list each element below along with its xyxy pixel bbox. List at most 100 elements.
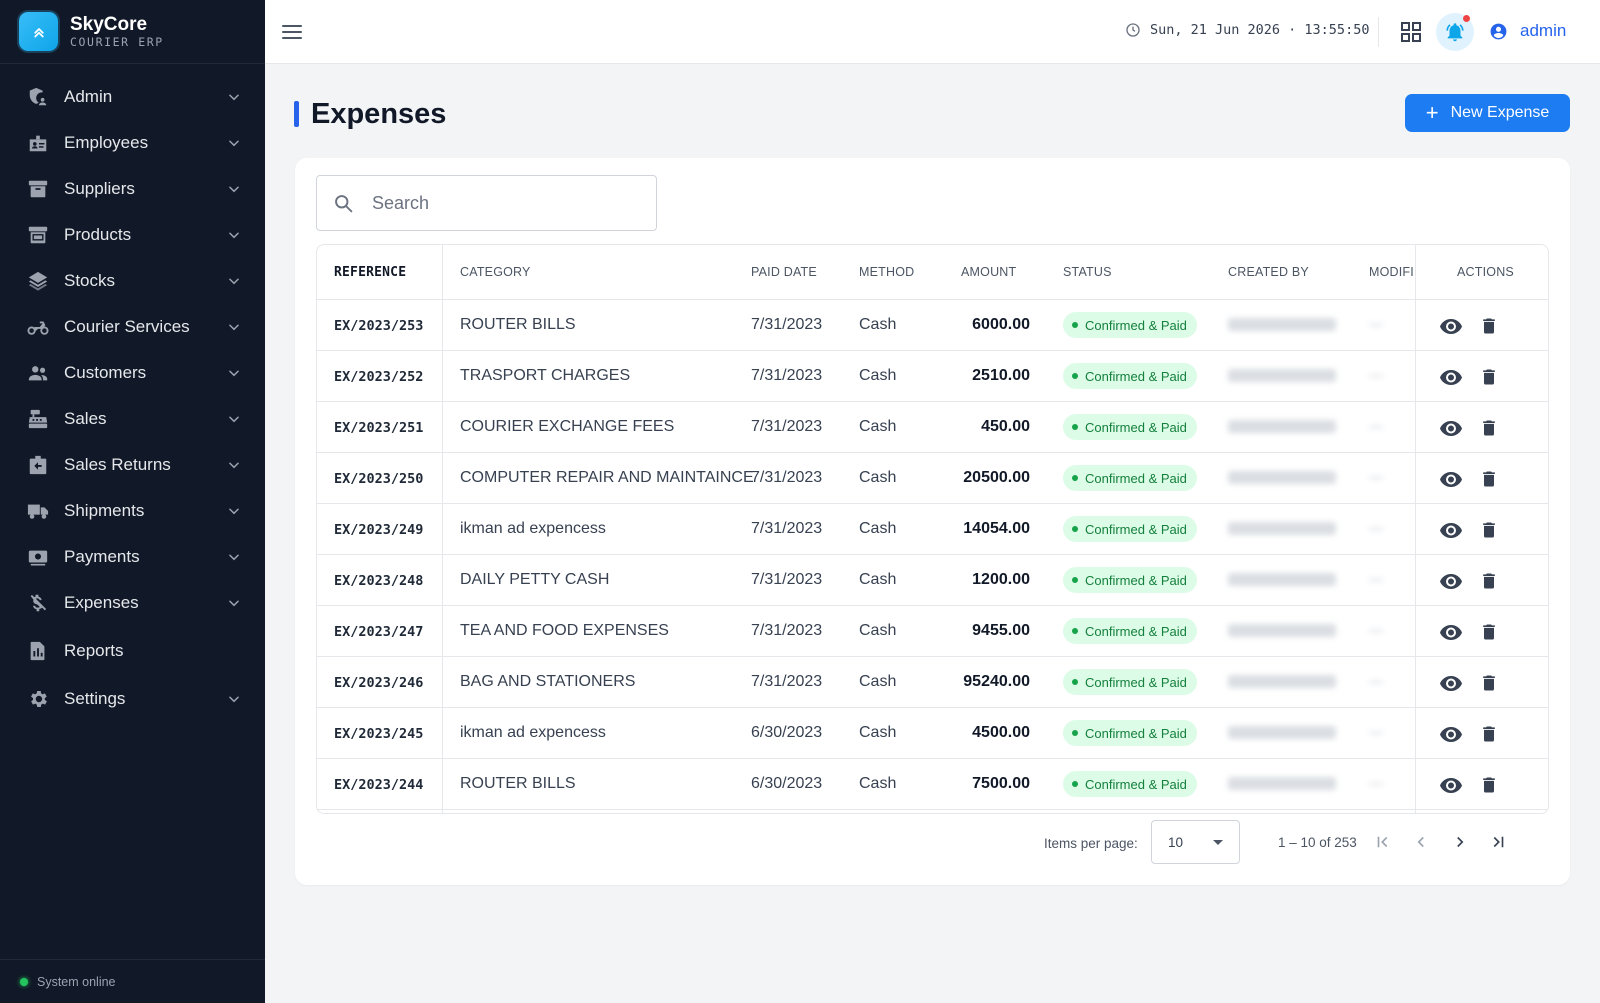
search-input[interactable] — [372, 192, 632, 214]
cell-amount: 7500.00 — [972, 775, 1030, 792]
chevron-down-icon[interactable] — [227, 458, 241, 472]
delete-button[interactable] — [1476, 568, 1502, 594]
sidebar-item-label: Courier Services — [64, 317, 190, 336]
delete-button[interactable] — [1476, 415, 1502, 441]
eye-icon — [1440, 472, 1462, 487]
delete-button[interactable] — [1476, 364, 1502, 390]
new-expense-button[interactable]: + New Expense — [1405, 94, 1570, 132]
sidebar-item-settings[interactable]: Settings — [0, 679, 265, 719]
chevron-down-icon[interactable] — [227, 366, 241, 380]
column-paid-date[interactable]: PAID DATE — [751, 265, 817, 279]
view-button[interactable] — [1438, 364, 1464, 390]
sidebar-item-admin[interactable]: Admin — [0, 77, 265, 117]
chevron-down-icon[interactable] — [227, 182, 241, 196]
sidebar-item-products[interactable]: Products — [0, 215, 265, 255]
column-status[interactable]: STATUS — [1063, 265, 1112, 279]
view-button[interactable] — [1438, 619, 1464, 645]
chevron-down-icon[interactable] — [227, 596, 241, 610]
first-page-button[interactable] — [1371, 830, 1395, 854]
delete-button[interactable] — [1476, 466, 1502, 492]
delete-button[interactable] — [1476, 313, 1502, 339]
items-per-page-select[interactable]: 10 — [1151, 820, 1240, 864]
delete-button[interactable] — [1476, 619, 1502, 645]
cell-paid-date: 7/31/2023 — [751, 418, 823, 435]
chevron-down-icon[interactable] — [227, 412, 241, 426]
chevron-down-icon[interactable] — [227, 274, 241, 288]
view-button[interactable] — [1438, 466, 1464, 492]
sidebar-item-label: Settings — [64, 689, 126, 708]
column-modified[interactable]: MODIFIE — [1369, 265, 1415, 279]
table-row[interactable]: EX/2023/253 ROUTER BILLS 7/31/2023 Cash 6000… — [317, 300, 1548, 351]
table-row[interactable]: EX/2023/246 BAG AND STATIONERS 7/31/2023 Ca… — [317, 657, 1548, 708]
sidebar-item-stocks[interactable]: Stocks — [0, 261, 265, 301]
view-button[interactable] — [1438, 517, 1464, 543]
sidebar-item-label: Sales — [64, 409, 107, 428]
table-row[interactable]: EX/2023/247 TEA AND FOOD EXPENSES 7/31/202… — [317, 606, 1548, 657]
money-off-icon — [30, 594, 47, 612]
last-page-button[interactable] — [1486, 830, 1510, 854]
sidebar-item-courier-services[interactable]: Courier Services — [0, 307, 265, 347]
user-menu-button[interactable]: admin — [1489, 21, 1566, 41]
notifications-button[interactable] — [1436, 13, 1474, 51]
page-title: Expenses — [294, 96, 446, 132]
column-reference[interactable]: REFERENCE — [334, 265, 407, 280]
cell-category: TRASPORT CHARGES — [460, 367, 631, 384]
view-button[interactable] — [1438, 568, 1464, 594]
paginator: Items per page: 10 1 – 10 of 253 — [295, 818, 1570, 868]
column-category[interactable]: CATEGORY — [460, 265, 531, 279]
delete-button[interactable] — [1476, 517, 1502, 543]
view-button[interactable] — [1438, 721, 1464, 747]
status-label: Confirmed & Paid — [1085, 470, 1187, 486]
table-row[interactable]: EX/2023/244 ROUTER BILLS 6/30/2023 Cash 7500… — [317, 759, 1548, 810]
sidebar-item-suppliers[interactable]: Suppliers — [0, 169, 265, 209]
search-box[interactable] — [316, 175, 657, 231]
status-badge: Confirmed & Paid — [1063, 414, 1197, 440]
sidebar-item-customers[interactable]: Customers — [0, 353, 265, 393]
view-button[interactable] — [1438, 415, 1464, 441]
sidebar-item-sales-returns[interactable]: Sales Returns — [0, 445, 265, 485]
table-row[interactable]: EX/2023/252 TRASPORT CHARGES 7/31/2023 Cash… — [317, 351, 1548, 402]
status-dot — [1072, 373, 1078, 379]
view-button[interactable] — [1438, 772, 1464, 798]
cell-amount: 14054.00 — [963, 520, 1030, 537]
brand: SkyCore COURIER ERP — [0, 0, 265, 64]
chevron-down-icon[interactable] — [227, 228, 241, 242]
view-button[interactable] — [1438, 670, 1464, 696]
return-icon — [29, 455, 47, 475]
table-row[interactable]: EX/2023/249 ikman ad expencess 7/31/2023 Ca… — [317, 504, 1548, 555]
chevron-down-icon[interactable] — [227, 90, 241, 104]
delete-button[interactable] — [1476, 670, 1502, 696]
table-row[interactable]: EX/2023/251 COURIER EXCHANGE FEES 7/31/202… — [317, 402, 1548, 453]
chevron-down-icon[interactable] — [227, 504, 241, 518]
redacted-created-by — [1228, 522, 1336, 535]
next-page-button[interactable] — [1448, 830, 1472, 854]
chevron-down-icon[interactable] — [227, 692, 241, 706]
chevron-down-icon[interactable] — [227, 320, 241, 334]
chevron-right-icon — [1457, 836, 1464, 848]
cell-method: Cash — [859, 622, 897, 639]
cell-paid-date: 7/31/2023 — [751, 571, 823, 588]
delete-button[interactable] — [1476, 772, 1502, 798]
sidebar-item-expenses[interactable]: Expenses — [0, 583, 265, 623]
previous-page-button[interactable] — [1409, 830, 1433, 854]
view-button[interactable] — [1438, 313, 1464, 339]
status-label: Confirmed & Paid — [1085, 776, 1187, 792]
table-row[interactable]: EX/2023/250 COMPUTER REPAIR AND MAINTAINC… — [317, 453, 1548, 504]
cell-amount: 450.00 — [981, 418, 1030, 435]
chevron-down-icon[interactable] — [227, 136, 241, 150]
sidebar-item-reports[interactable]: Reports — [0, 631, 265, 671]
column-method[interactable]: METHOD — [859, 265, 915, 279]
sidebar-item-label: Sales Returns — [64, 455, 171, 474]
sidebar-item-shipments[interactable]: Shipments — [0, 491, 265, 531]
chevron-down-icon[interactable] — [227, 550, 241, 564]
table-row[interactable]: EX/2023/248 DAILY PETTY CASH 7/31/2023 Cash… — [317, 555, 1548, 606]
table-row[interactable]: EX/2023/245 ikman ad expencess 6/30/2023 Ca… — [317, 708, 1548, 759]
apps-grid-icon[interactable] — [1400, 21, 1422, 43]
sidebar-item-sales[interactable]: Sales — [0, 399, 265, 439]
column-amount[interactable]: AMOUNT — [961, 265, 1017, 279]
sidebar-item-payments[interactable]: Payments — [0, 537, 265, 577]
column-created-by[interactable]: CREATED BY — [1228, 265, 1309, 279]
sidebar-item-employees[interactable]: Employees — [0, 123, 265, 163]
menu-toggle-icon[interactable] — [281, 22, 303, 42]
delete-button[interactable] — [1476, 721, 1502, 747]
